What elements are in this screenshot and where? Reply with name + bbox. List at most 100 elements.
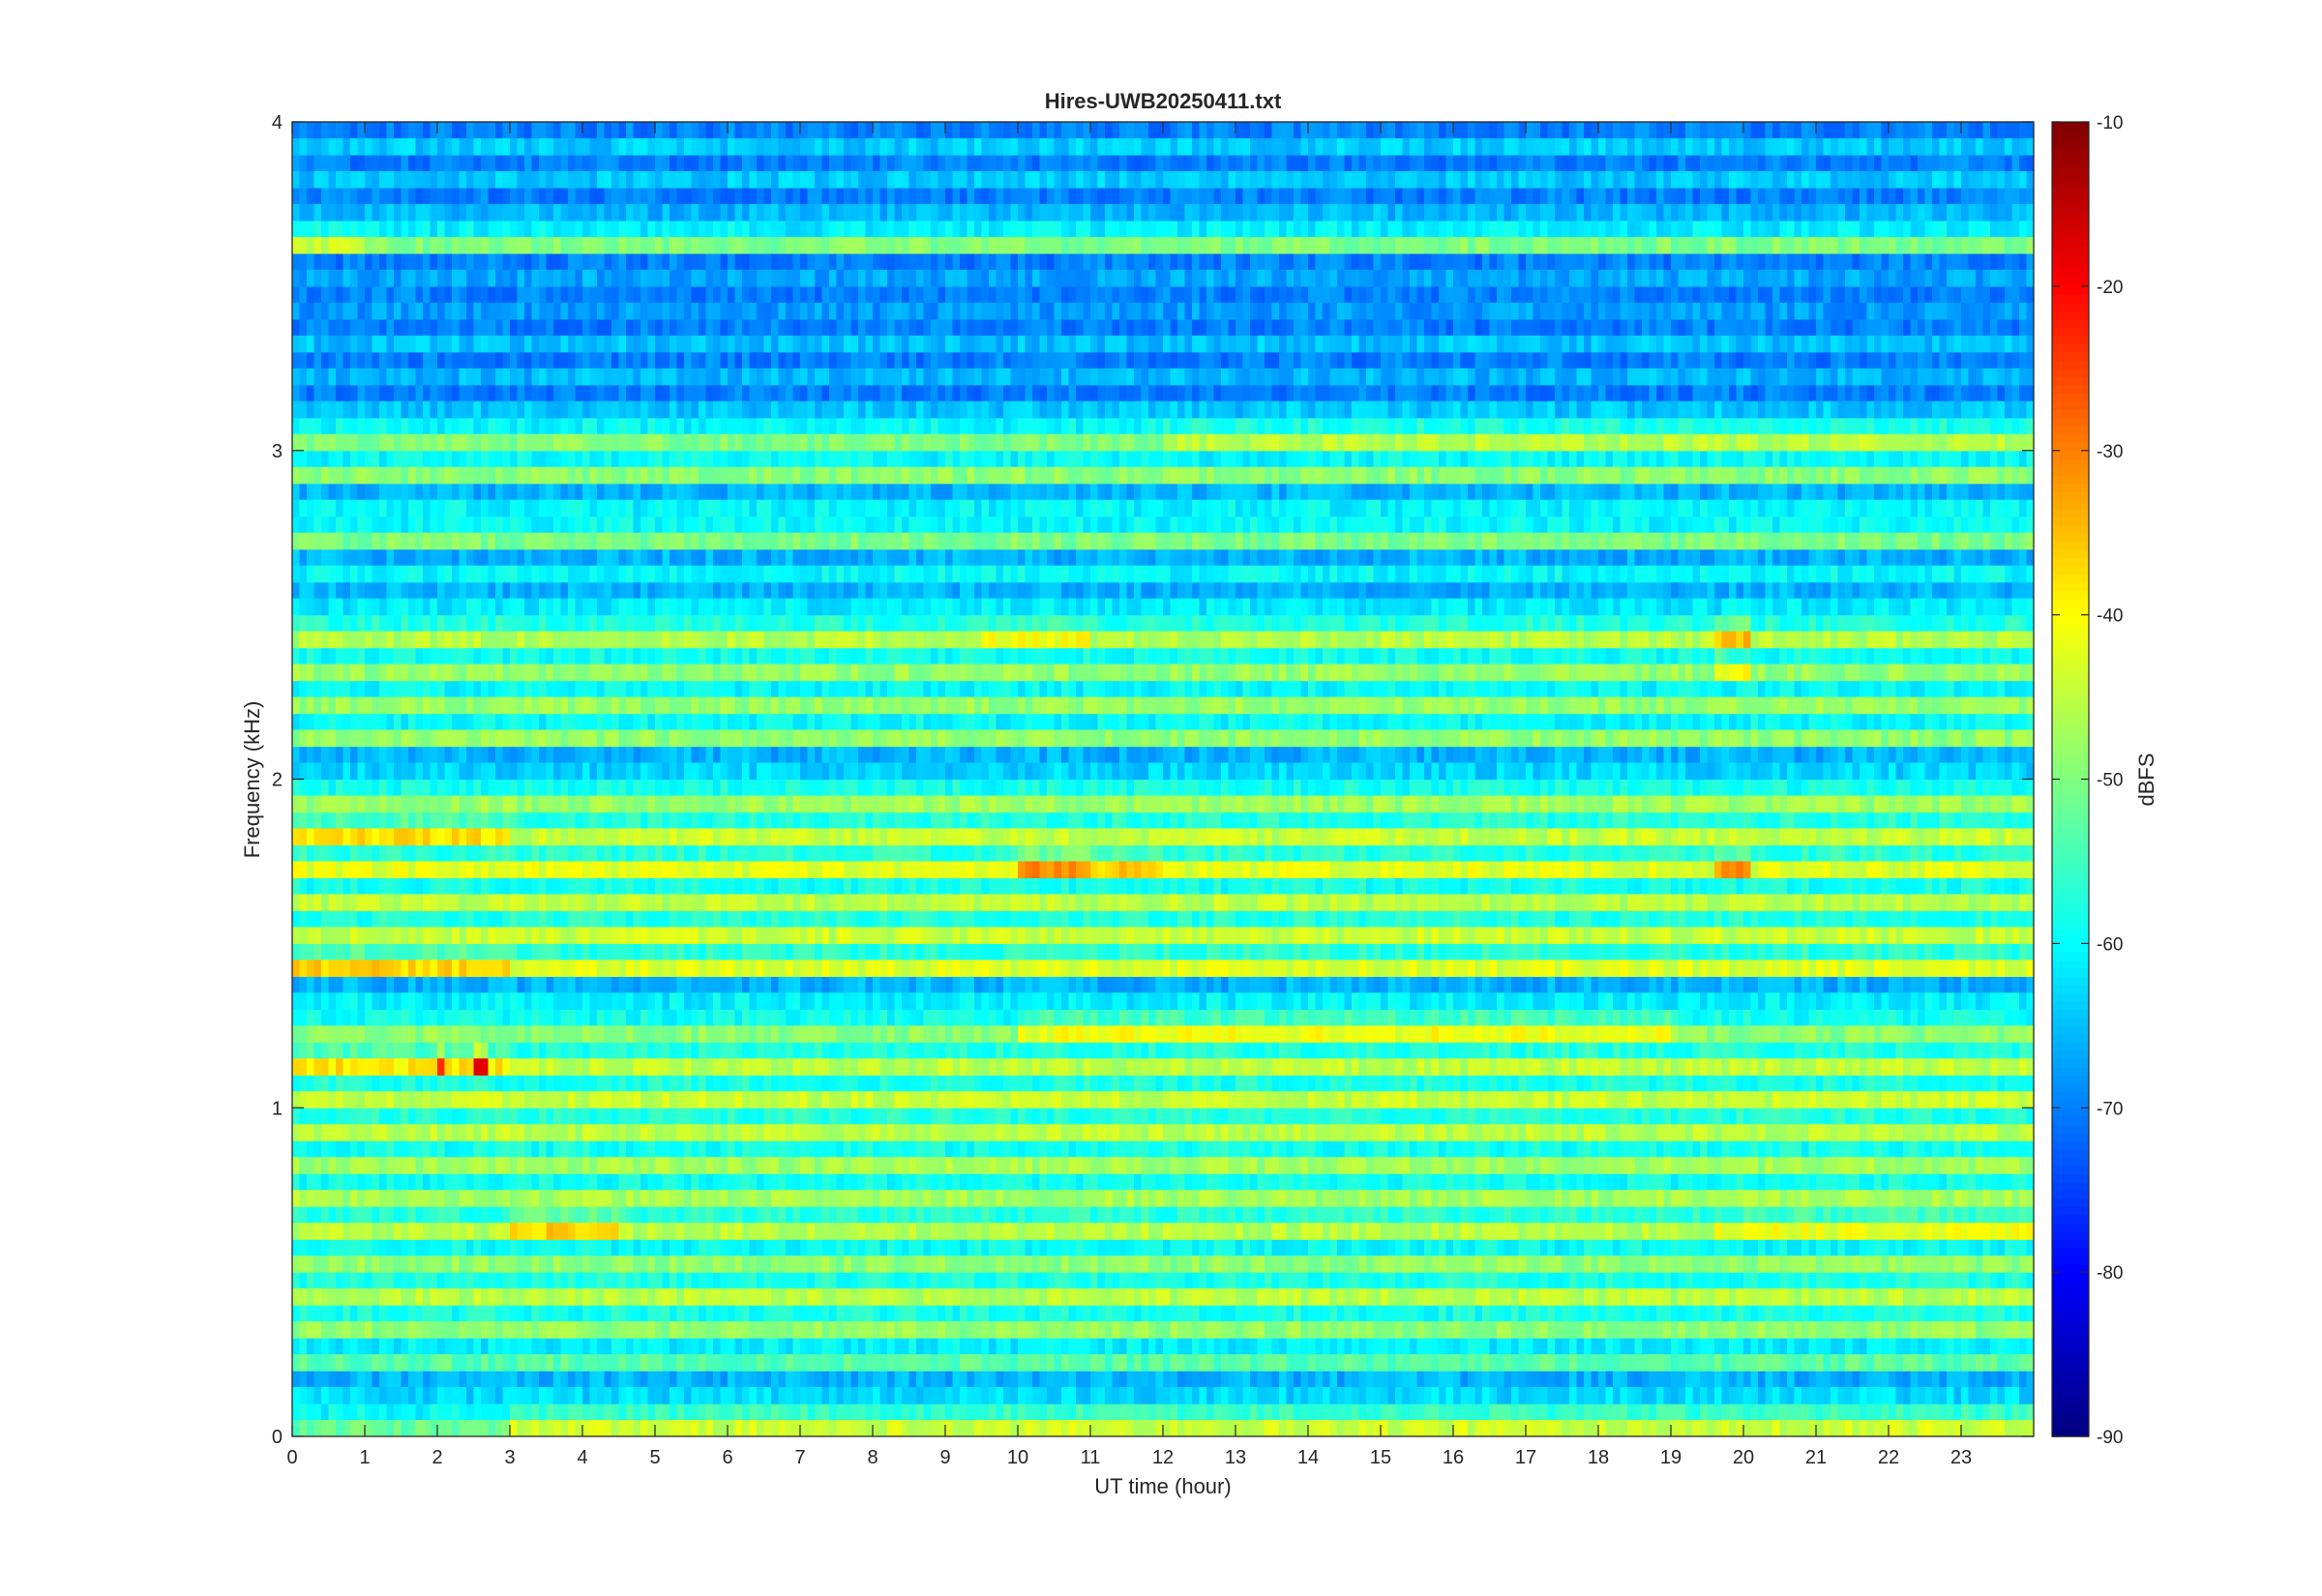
heatmap-cell [1801, 1157, 1810, 1174]
heatmap-cell [336, 1321, 344, 1339]
heatmap-cell [1373, 1124, 1382, 1141]
heatmap-cell [394, 1190, 402, 1207]
heatmap-cell [1163, 1239, 1172, 1256]
heatmap-cell [821, 1387, 830, 1404]
heatmap-cell [1497, 1338, 1505, 1355]
heatmap-cell [1526, 1206, 1534, 1224]
heatmap-cell [473, 1321, 482, 1339]
heatmap-cell [1881, 1288, 1890, 1306]
heatmap-cell [1997, 1190, 2006, 1207]
heatmap-cell [1460, 1404, 1469, 1421]
heatmap-cell [662, 1288, 670, 1306]
heatmap-cell [488, 1288, 496, 1306]
heatmap-cell [2019, 1338, 2028, 1355]
heatmap-cell [307, 1272, 315, 1289]
heatmap-cell [350, 1371, 359, 1388]
heatmap-cell [342, 1256, 351, 1273]
heatmap-cell [1460, 1305, 1469, 1322]
heatmap-cell [1235, 1190, 1244, 1207]
heatmap-cell [473, 1256, 482, 1273]
heatmap-cell [662, 1256, 670, 1273]
heatmap-cell [1642, 1420, 1651, 1436]
heatmap-cell [589, 1157, 598, 1174]
heatmap-cell [1772, 1387, 1781, 1404]
heatmap-cell [1707, 1404, 1715, 1421]
heatmap-cell [742, 1157, 751, 1174]
heatmap-cell [945, 1075, 954, 1092]
heatmap-cell [1352, 1157, 1360, 1174]
heatmap-cell [1787, 1404, 1796, 1421]
heatmap-cell [1424, 1173, 1433, 1191]
heatmap-cell [713, 1190, 722, 1207]
heatmap-cell [684, 1091, 693, 1108]
heatmap-cell [1358, 1108, 1367, 1125]
heatmap-cell [553, 1404, 562, 1421]
heatmap-cell [1119, 1404, 1128, 1421]
heatmap-cell [321, 1206, 330, 1224]
heatmap-cell [1982, 1338, 1991, 1355]
heatmap-cell [844, 1190, 852, 1207]
heatmap-cell [604, 1404, 612, 1421]
heatmap-cell [1649, 1223, 1657, 1240]
heatmap-cell [589, 1305, 598, 1322]
heatmap-cell [394, 1239, 402, 1256]
heatmap-cell [560, 1157, 569, 1174]
heatmap-cell [1213, 1305, 1222, 1322]
heatmap-cell [1257, 1288, 1265, 1306]
heatmap-cell [575, 1206, 583, 1224]
heatmap-cell [1692, 1354, 1701, 1372]
heatmap-cell [1729, 1140, 1738, 1158]
heatmap-cell [1308, 1371, 1317, 1388]
heatmap-cell [408, 1075, 417, 1092]
heatmap-cell [757, 1223, 765, 1240]
heatmap-cell [1250, 1371, 1259, 1388]
heatmap-cell [1250, 1239, 1259, 1256]
heatmap-cell [1163, 1354, 1172, 1372]
heatmap-cell [778, 1305, 787, 1322]
heatmap-cell [1424, 1124, 1433, 1141]
heatmap-cell [597, 1190, 606, 1207]
heatmap-cell [626, 1404, 635, 1421]
heatmap-cell [510, 1091, 519, 1108]
heatmap-cell [1177, 1420, 1186, 1436]
heatmap-cell [1112, 1190, 1120, 1207]
heatmap-cell [1816, 1305, 1825, 1322]
heatmap-cell [517, 1256, 525, 1273]
heatmap-cell [1634, 1387, 1643, 1404]
heatmap-cell [1228, 1190, 1236, 1207]
heatmap-cell [1924, 1371, 1933, 1388]
heatmap-cell [1439, 1321, 1447, 1339]
heatmap-cell [1439, 1371, 1447, 1388]
heatmap-cell [1576, 1371, 1585, 1388]
heatmap-cell [778, 1075, 787, 1092]
heatmap-cell [495, 1108, 504, 1125]
heatmap-cell [1947, 1173, 1955, 1191]
heatmap-cell [1141, 1206, 1149, 1224]
heatmap-cell [1119, 1354, 1128, 1372]
heatmap-cell [850, 1420, 859, 1436]
heatmap-cell [705, 1288, 714, 1306]
heatmap-cell [771, 1354, 780, 1372]
heatmap-cell [459, 1173, 467, 1191]
heatmap-cell [372, 1321, 380, 1339]
heatmap-cell [539, 1321, 548, 1339]
heatmap-cell [1889, 1140, 1897, 1158]
heatmap-cell [2005, 1338, 2013, 1355]
heatmap-cell [1286, 1239, 1295, 1256]
heatmap-cell [568, 1288, 577, 1306]
heatmap-cell [597, 1354, 606, 1372]
heatmap-cell [357, 1420, 366, 1436]
heatmap-cell [1874, 1223, 1883, 1240]
heatmap-cell [800, 1272, 809, 1289]
heatmap-cell [582, 1321, 591, 1339]
heatmap-cell [495, 1371, 504, 1388]
heatmap-cell [1025, 1338, 1033, 1355]
heatmap-cell [945, 1108, 954, 1125]
heatmap-cell [981, 1173, 990, 1191]
heatmap-cell [1097, 1371, 1106, 1388]
heatmap-cell [539, 1157, 548, 1174]
heatmap-cell [1410, 1371, 1418, 1388]
heatmap-cell [437, 1124, 446, 1141]
heatmap-cell [408, 1140, 417, 1158]
heatmap-cell [2026, 1108, 2034, 1125]
